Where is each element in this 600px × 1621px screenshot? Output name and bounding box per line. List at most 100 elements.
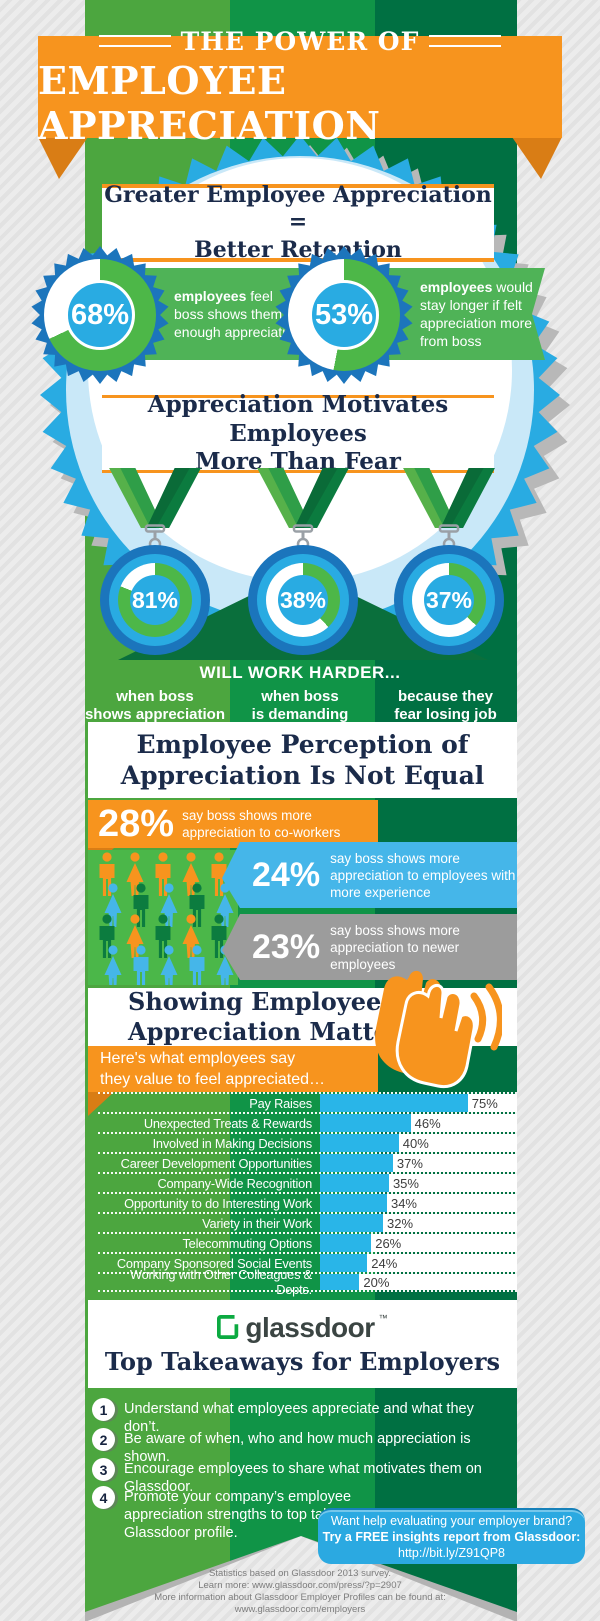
bar-track: 75% xyxy=(320,1094,517,1112)
bar-value: 20% xyxy=(363,1274,390,1290)
bar-value: 24% xyxy=(371,1255,398,1271)
caption-line: fear losing job xyxy=(394,706,497,723)
perception-desc-28: say boss shows more appreciation to co-w… xyxy=(182,808,341,840)
cta-line2: Try a FREE insights report from Glassdoo… xyxy=(322,1530,581,1544)
bar-fill xyxy=(320,1154,393,1172)
takeaway-item-2: 2 Be aware of when, who and how much app… xyxy=(92,1428,512,1466)
medal-caption-3: because they fear losing job xyxy=(368,688,523,724)
woman-icon xyxy=(160,945,178,985)
will-work-harder-label: WILL WORK HARDER... xyxy=(199,663,401,682)
medal-caption-1: when boss shows appreciation xyxy=(80,688,230,724)
bar-value: 35% xyxy=(392,1175,419,1191)
woman-icon xyxy=(182,914,200,958)
main-title: EMPLOYEE APPRECIATION xyxy=(38,57,381,148)
kicker-text: THE POWER OF xyxy=(180,26,420,56)
medal-value-37: 37% xyxy=(424,575,474,625)
bar-track: 34% xyxy=(320,1194,517,1212)
bar-row: Company-Wide Recognition 35% xyxy=(98,1172,517,1192)
crowd-row xyxy=(94,883,238,929)
takeaway-number: 2 xyxy=(92,1428,115,1451)
bar-label: Telecommuting Options xyxy=(182,1235,312,1251)
bar-value: 34% xyxy=(390,1195,417,1211)
perception-value-23: 23% xyxy=(252,927,321,966)
caption-line: because they xyxy=(397,688,494,705)
medal-value-38: 38% xyxy=(278,575,328,625)
bar-row: Pay Raises 75% xyxy=(98,1092,517,1112)
medal-strap-icon xyxy=(109,468,201,528)
motivation-heading: Appreciation Motivates Employees More Th… xyxy=(102,391,494,475)
decorative-lines-right xyxy=(429,35,502,47)
man-icon xyxy=(189,945,205,985)
bar-value: 37% xyxy=(396,1155,423,1171)
caption-line: when boss xyxy=(116,688,194,705)
glassdoor-wordmark: glassdoor xyxy=(245,1311,375,1343)
bar-fill xyxy=(320,1254,368,1272)
takeaway-text: Be aware of when, who and how much appre… xyxy=(124,1431,471,1465)
motivation-heading-line1: Appreciation Motivates Employees xyxy=(147,390,449,447)
woman-icon xyxy=(104,945,122,985)
bar-fill xyxy=(320,1214,384,1232)
woman-icon xyxy=(126,914,144,958)
employee-crowd-graphic xyxy=(88,850,238,985)
perception-block-24: 24% say boss shows more appreciation to … xyxy=(222,842,517,908)
woman-icon xyxy=(126,852,144,896)
retention-heading-line1: Greater Employee Appreciation = xyxy=(104,181,492,236)
perception-desc-23: say boss shows more appreciation to newe… xyxy=(330,922,460,972)
bar-track: 32% xyxy=(320,1214,517,1232)
takeaway-number: 3 xyxy=(92,1458,115,1481)
bar-row: Involved in Making Decisions 40% xyxy=(98,1132,517,1152)
caption-line: is demanding xyxy=(251,706,349,723)
bar-row: Variety in their Work 32% xyxy=(98,1212,517,1232)
takeaway-text: Promote your company’s employee apprecia… xyxy=(124,1489,382,1541)
chart-intro-line1: Here's what employees say xyxy=(100,1050,296,1067)
bar-track: 20% xyxy=(320,1274,517,1290)
woman-icon xyxy=(160,883,178,927)
bar-label: Pay Raises xyxy=(249,1095,312,1111)
takeaway-text: Understand what employees appreciate and… xyxy=(124,1401,474,1435)
medal-81: 81% xyxy=(100,545,210,655)
value-heading-line1: Showing Employees xyxy=(128,987,395,1016)
glassdoor-door-icon xyxy=(217,1314,239,1339)
trademark-symbol: ™ xyxy=(378,1312,388,1323)
bar-value: 26% xyxy=(375,1235,402,1251)
cta-link: http://bit.ly/Z91QP8 xyxy=(398,1546,505,1560)
bar-fill xyxy=(320,1234,372,1252)
bar-value: 32% xyxy=(387,1215,414,1231)
stat-term-68: employees xyxy=(174,288,247,304)
bar-label: Career Development Opportunities xyxy=(120,1155,313,1171)
bar-row: Opportunity to do Interesting Work 34% xyxy=(98,1192,517,1212)
woman-icon xyxy=(182,852,200,896)
banner-kicker-row: THE POWER OF xyxy=(98,26,502,56)
bar-value: 46% xyxy=(414,1115,441,1131)
footer-line-2: Learn more: www.glassdoor.com/press/?p=2… xyxy=(198,1580,402,1591)
footer-line-1: Statistics based on Glassdoor 2013 surve… xyxy=(208,1568,391,1579)
medal-strap-icon xyxy=(403,468,495,528)
decorative-lines-left xyxy=(98,35,171,47)
takeaway-item-1: 1 Understand what employees appreciate a… xyxy=(92,1398,512,1436)
footer-line-4: www.glassdoor.com/employers xyxy=(234,1604,366,1615)
bar-label: Involved in Making Decisions xyxy=(152,1135,313,1151)
crowd-row xyxy=(94,945,238,985)
bar-value: 40% xyxy=(402,1135,429,1151)
caption-line: when boss xyxy=(261,688,339,705)
bar-label: Company Sponsored Social Events xyxy=(116,1255,312,1271)
footer-line-3: More information about Glassdoor Employe… xyxy=(154,1592,446,1603)
bar-row: Unexpected Treats & Rewards 46% xyxy=(98,1112,517,1132)
takeaway-number: 4 xyxy=(92,1486,115,1509)
perception-heading-line1: Employee Perception of xyxy=(136,729,469,759)
bar-track: 37% xyxy=(320,1154,517,1172)
medal-38: 38% xyxy=(248,545,358,655)
bar-track: 26% xyxy=(320,1234,517,1252)
perception-block-23: 23% say boss shows more appreciation to … xyxy=(222,914,517,980)
takeaways-band: glassdoor ™ Top Takeaways for Employers xyxy=(88,1300,517,1388)
perception-block-28: 28% say boss shows more appreciation to … xyxy=(88,800,378,848)
bar-label: Unexpected Treats & Rewards xyxy=(143,1115,312,1131)
takeaway-item-4: 4 Promote your company’s employee apprec… xyxy=(92,1486,422,1542)
bar-value: 75% xyxy=(471,1095,498,1111)
stat-desc-53: would stay longer if felt appreciation m… xyxy=(420,279,533,349)
stat-term-53: employees xyxy=(420,279,493,295)
value-heading-line2: Appreciation Matters xyxy=(128,1017,416,1046)
bar-track: 24% xyxy=(320,1254,517,1272)
bar-fill xyxy=(320,1274,360,1290)
